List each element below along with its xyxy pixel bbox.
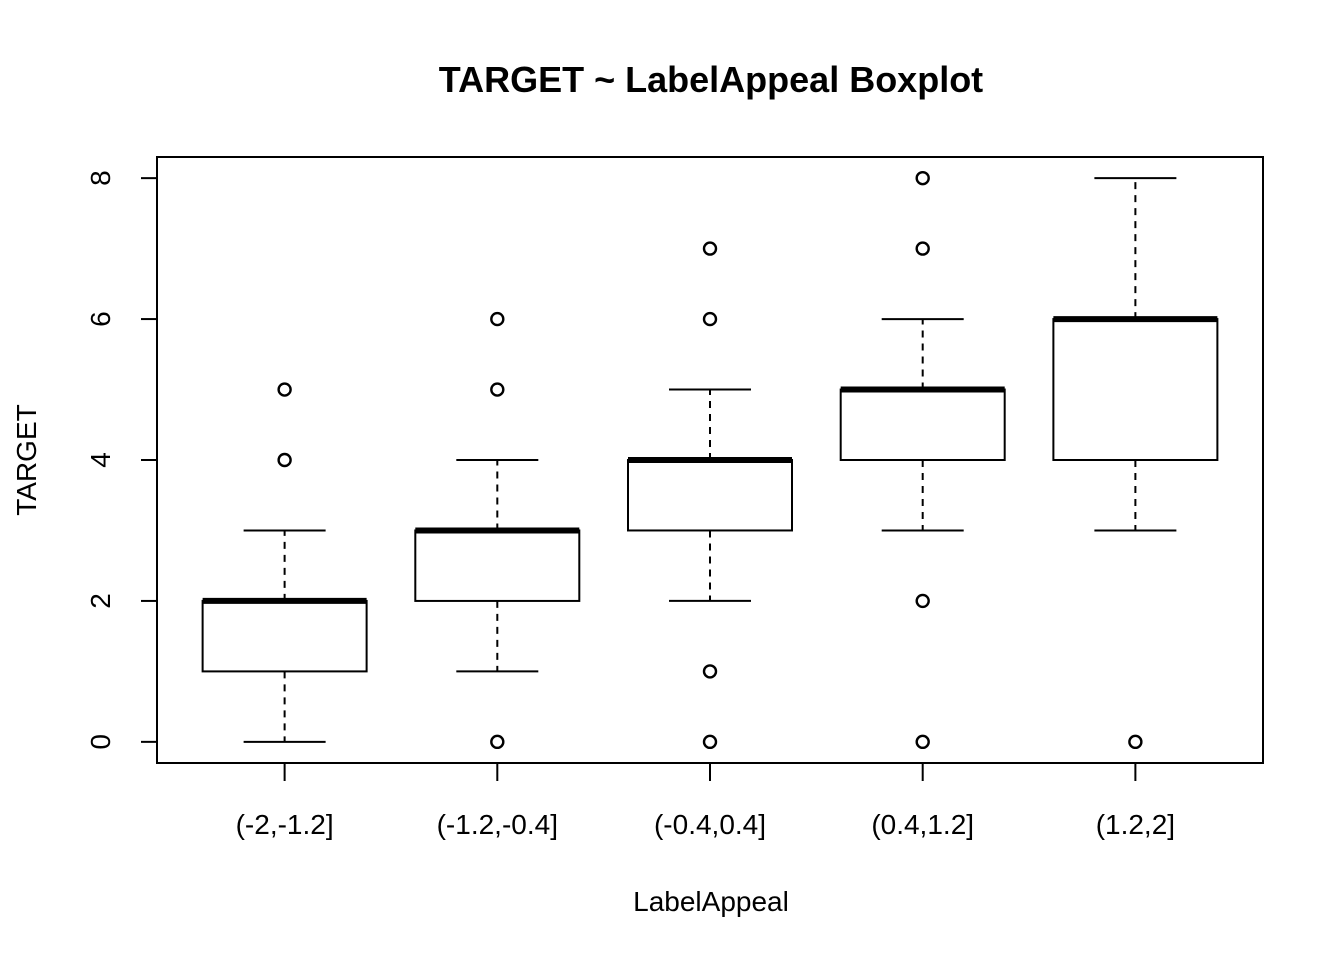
y-axis-label: TARGET — [11, 404, 42, 515]
x-axis-label: LabelAppeal — [633, 886, 789, 917]
outlier-4-0 — [1128, 734, 1143, 750]
box-3 — [839, 388, 1006, 461]
x-axis: (-2,-1.2] (-1.2,-0.4] (-0.4,0.4] (0.4,1.2] (… — [236, 763, 1175, 840]
x-tick-label-1: (-1.2,-0.4] — [437, 809, 558, 840]
y-tick-label-3: 6 — [85, 311, 116, 327]
box-1 — [414, 529, 581, 602]
y-axis: 0 2 4 6 8 — [85, 170, 157, 750]
outlier-1-2 — [490, 311, 505, 327]
y-tick-label-0: 0 — [85, 734, 116, 750]
box-group-1 — [414, 311, 581, 750]
outlier-3-1 — [915, 593, 930, 609]
box-0 — [201, 599, 368, 673]
x-tick-label-2: (-0.4,0.4] — [654, 809, 766, 840]
y-tick-label-4: 8 — [85, 170, 116, 186]
x-tick-label-0: (-2,-1.2] — [236, 809, 334, 840]
x-tick-label-3: (0.4,1.2] — [871, 809, 974, 840]
outlier-2-1 — [702, 664, 718, 679]
outlier-1-0 — [490, 734, 505, 750]
y-tick-label-2: 4 — [85, 452, 116, 468]
outlier-0-1 — [277, 382, 292, 397]
outlier-2-0 — [702, 734, 718, 750]
outlier-2-3 — [702, 241, 718, 256]
y-tick-label-1: 2 — [85, 593, 116, 609]
box-group-3 — [839, 170, 1006, 750]
outlier-2-2 — [702, 311, 718, 327]
chart-title: TARGET ~ LabelAppeal Boxplot — [439, 59, 983, 100]
box-group-4 — [1052, 177, 1219, 750]
outlier-3-2 — [915, 241, 930, 256]
box-4 — [1052, 318, 1219, 461]
box-group-2 — [627, 241, 793, 750]
box-2 — [627, 459, 793, 532]
outlier-0-0 — [277, 452, 292, 468]
outlier-1-1 — [490, 382, 505, 397]
boxes-group — [201, 170, 1219, 750]
box-group-0 — [201, 382, 368, 743]
x-tick-label-4: (1.2,2] — [1096, 809, 1175, 840]
outlier-3-0 — [915, 734, 930, 750]
outlier-3-3 — [915, 170, 930, 186]
